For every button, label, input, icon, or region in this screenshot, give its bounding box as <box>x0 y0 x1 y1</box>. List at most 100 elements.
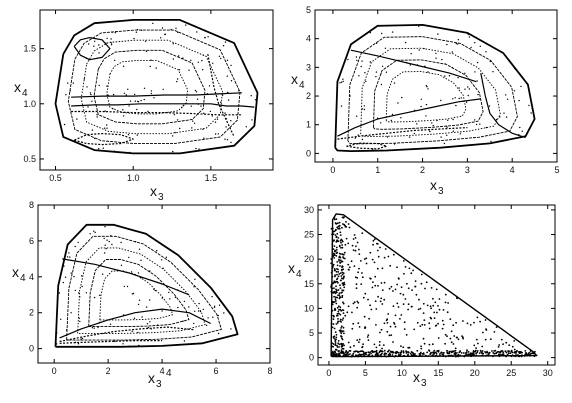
panel-1-orbit-1 <box>71 103 255 108</box>
panel-2-point <box>431 122 433 124</box>
panel-3-point <box>98 294 101 296</box>
panel-4-point <box>356 241 359 244</box>
panel-2-point <box>340 105 343 107</box>
panel-4-point <box>443 352 445 354</box>
panel-3-point <box>128 256 130 259</box>
panel-3-point <box>65 329 68 331</box>
panel-1-point <box>200 105 202 107</box>
panel-4-point <box>416 321 419 324</box>
panel-4-xtick-label: 25 <box>506 368 516 378</box>
panel-4-point <box>335 270 338 273</box>
panel-4-point <box>371 258 374 261</box>
panel-4-point <box>402 303 405 305</box>
panel-2-point <box>386 136 389 138</box>
panel-1-xlabel: x <box>150 183 157 199</box>
panel-2-point <box>380 122 382 124</box>
panel-4-point <box>376 352 379 355</box>
panel-4-point <box>354 249 357 252</box>
panel-4-ytick-label: 20 <box>304 254 314 264</box>
panel-1-point <box>230 120 232 122</box>
panel-3-point <box>120 264 123 266</box>
panel-4-point <box>337 240 340 243</box>
panel-2-point <box>499 116 501 118</box>
panel-1-point <box>153 97 155 99</box>
panel-4-point <box>339 240 342 242</box>
panel-4-point <box>360 283 363 285</box>
panel-4-point <box>400 351 403 354</box>
panel-4-point <box>338 312 340 315</box>
panel-4-point <box>332 263 335 266</box>
panel-3-point <box>104 226 106 228</box>
panel-4-point <box>441 327 444 330</box>
panel-3-point <box>58 292 61 294</box>
panel-4-point <box>463 355 466 358</box>
panel-4-point <box>531 352 533 355</box>
panel-1-point <box>110 42 113 44</box>
panel-4-point <box>371 350 374 352</box>
panel-1-point <box>172 58 174 60</box>
panel-4-point <box>341 291 343 294</box>
panel-4-point <box>462 352 465 354</box>
panel-4-point <box>386 330 389 333</box>
panel-4-point <box>370 308 373 311</box>
panel-4-point <box>364 327 366 330</box>
panel-4-point <box>394 288 397 291</box>
panel-4-point <box>340 259 342 262</box>
panel-4-point <box>511 354 514 356</box>
panel-4-point <box>476 316 479 319</box>
panel-4-point <box>505 355 507 358</box>
panel-4-point <box>331 275 334 278</box>
panel-2-point <box>384 47 387 49</box>
panel-4-point <box>457 353 460 356</box>
panel-3-point <box>137 331 139 334</box>
panel-3-point <box>138 299 141 301</box>
panel-4-point <box>420 282 423 285</box>
panel-4-point <box>437 322 439 325</box>
panel-4-point <box>476 351 479 354</box>
panel-4-point <box>430 307 432 310</box>
panel-2-point <box>363 105 365 107</box>
panel-1-orbit-2 <box>71 110 242 116</box>
panel-4-point <box>432 355 435 357</box>
panel-4-point <box>338 244 341 247</box>
panel-2-point <box>513 90 516 92</box>
panel-1-point <box>181 106 183 109</box>
panel-1-point <box>230 80 233 82</box>
panel-4-point <box>340 345 343 348</box>
panel-4-point <box>370 352 372 355</box>
panel-2-point <box>521 130 523 132</box>
panel-1-point <box>222 45 225 47</box>
panel-1-point <box>150 90 153 92</box>
panel-3-point <box>211 296 213 298</box>
panel-4-point <box>337 350 340 353</box>
panel-1-point <box>198 148 200 150</box>
panel-1-point <box>143 98 145 101</box>
panel-1-point <box>193 122 196 125</box>
panel-3-point <box>111 243 113 246</box>
panel-1-point <box>224 41 227 43</box>
panel-4-point <box>517 351 520 353</box>
panel-3-point <box>202 308 204 311</box>
panel-4-boundary-orbit <box>330 213 538 358</box>
panel-1-point <box>127 88 129 91</box>
panel-4-point <box>356 300 359 303</box>
panel-4-point <box>400 286 403 289</box>
panel-4-point <box>407 351 410 354</box>
panel-1-point <box>76 118 78 120</box>
panel-4-point <box>353 344 355 347</box>
panel-4-point <box>402 350 405 353</box>
panel-3-point <box>123 285 126 288</box>
panel-4-point <box>338 292 341 295</box>
panel-4-point <box>365 257 368 260</box>
panel-3-point <box>89 233 91 235</box>
panel-4-point <box>475 352 478 355</box>
panel-1-point <box>106 127 108 129</box>
panel-3-point <box>138 248 141 250</box>
panel-4-point <box>414 285 416 288</box>
panel-3-nested-orbit-1 <box>66 235 222 341</box>
panel-4-point <box>367 351 370 353</box>
panel-4-point <box>422 353 425 355</box>
panel-4-point <box>394 314 397 317</box>
panel-4-point <box>332 233 335 236</box>
panel-4-point <box>400 345 402 347</box>
